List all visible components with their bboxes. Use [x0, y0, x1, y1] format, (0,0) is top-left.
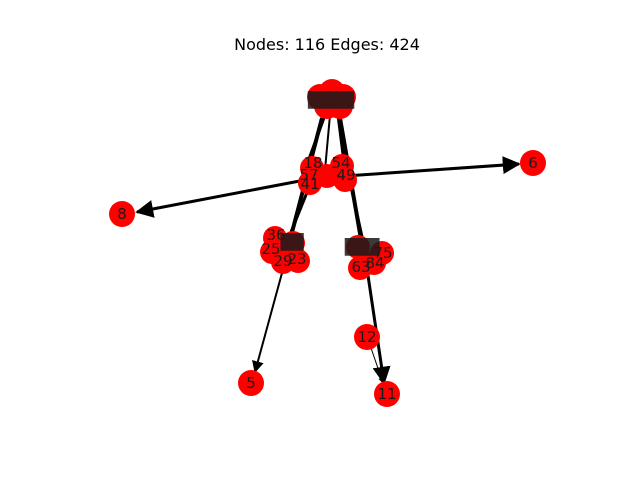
node-label: 29 [273, 252, 292, 270]
edge [348, 181, 366, 247]
node-label: 5 [246, 374, 256, 392]
node-label-cluster: ███ [344, 237, 380, 256]
graph-node [333, 168, 357, 192]
edge [324, 114, 331, 171]
node-11: 11 [374, 381, 400, 407]
node-label: 84 [365, 254, 384, 272]
right-cluster: ███ 75 63 84 [344, 235, 394, 280]
node-label: 8 [117, 205, 127, 223]
node-label: 36 [266, 226, 285, 244]
edge [135, 178, 306, 218]
node-label: 18 [303, 154, 322, 172]
graph-node [346, 235, 370, 259]
edges-layer [135, 114, 521, 385]
node-5: 5 [238, 370, 264, 396]
node-label-cluster: ██ [279, 232, 304, 251]
edge [252, 261, 286, 374]
edge [369, 344, 385, 384]
graph-node [327, 93, 353, 119]
node-label: 49 [336, 166, 355, 184]
graph-node [281, 231, 305, 255]
left-cluster: 36 25 29 23 ██ [260, 226, 310, 274]
node-12: 12 [354, 324, 380, 350]
nodes-layer: ████ 18 54 57 41 49 36 25 29 23 ██ [109, 79, 546, 407]
node-label: 63 [351, 258, 370, 276]
node-label: 11 [377, 385, 396, 403]
node-label: 12 [357, 328, 376, 346]
graph-node [286, 249, 310, 273]
node-label: 57 [299, 166, 318, 184]
graph-node [362, 251, 386, 275]
node-8: 8 [109, 201, 135, 227]
top-cluster: ████ [307, 79, 356, 119]
node-label: 54 [331, 154, 350, 172]
node-label: 75 [373, 244, 392, 262]
node-label: 6 [528, 154, 538, 172]
edge [364, 261, 391, 385]
graph-node [315, 164, 339, 188]
graph-title: Nodes: 116 Edges: 424 [234, 35, 420, 54]
node-label: 25 [261, 240, 280, 258]
node-label: 23 [287, 250, 306, 268]
edge [344, 156, 521, 178]
node-label: 41 [300, 175, 319, 193]
node-6: 6 [520, 150, 546, 176]
center-cluster: 18 54 57 41 49 [298, 154, 357, 195]
node-label-cluster: ████ [307, 90, 355, 109]
